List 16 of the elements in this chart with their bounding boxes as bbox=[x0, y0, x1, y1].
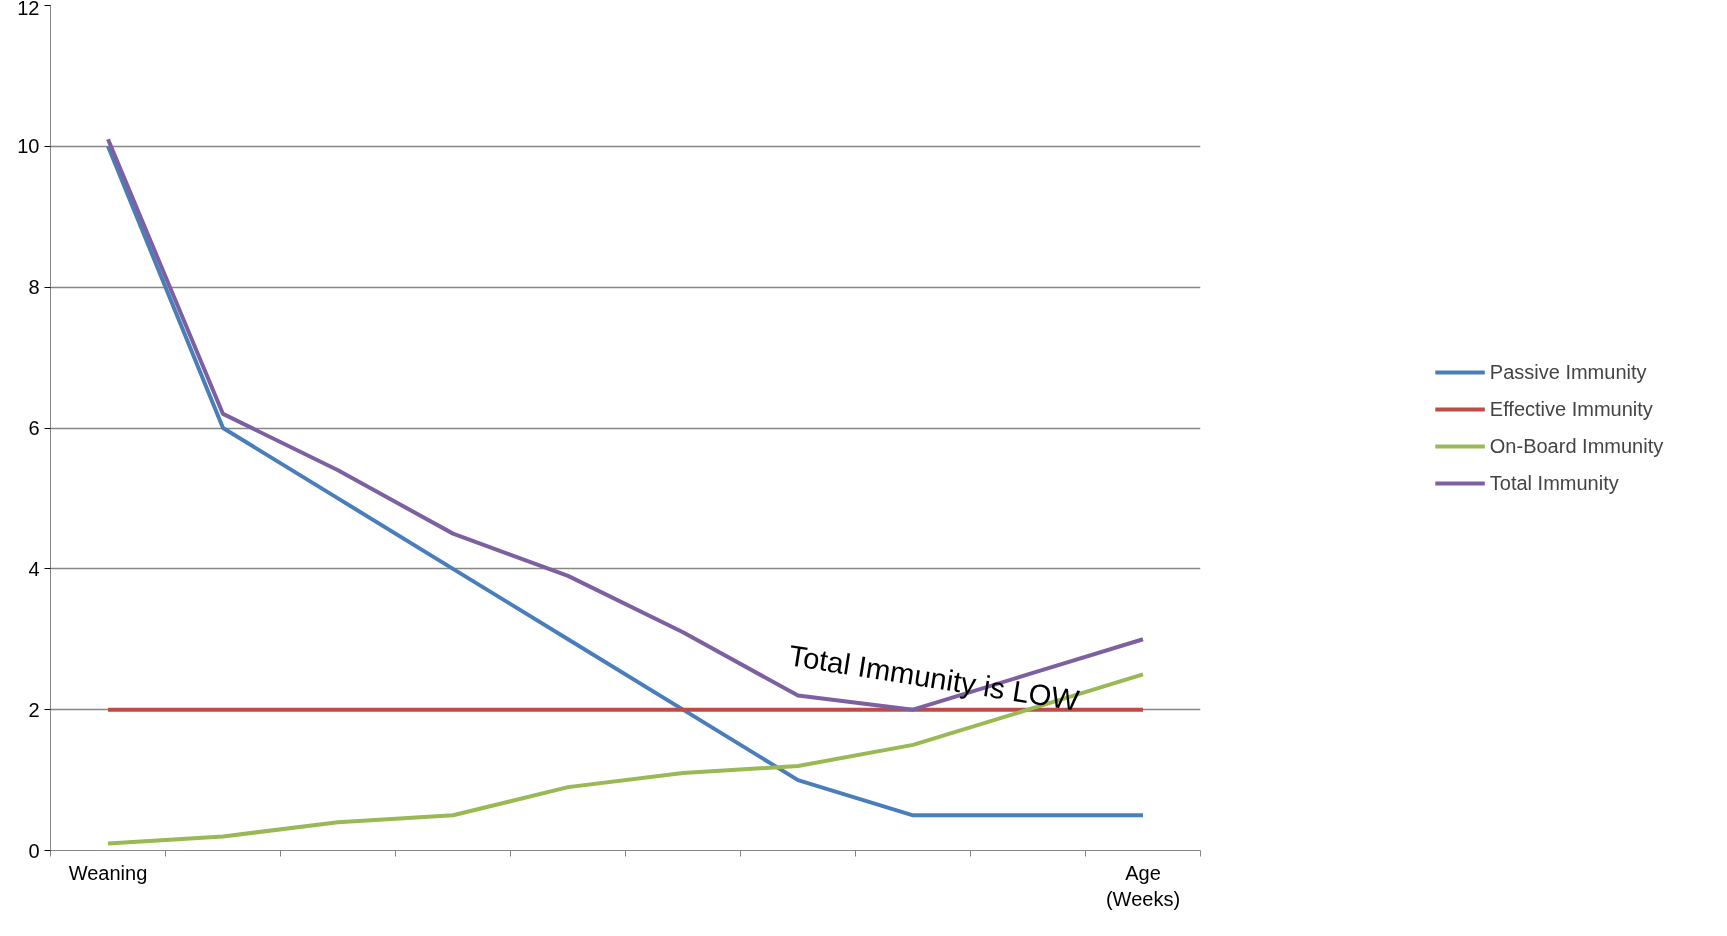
line-series bbox=[106, 144, 1145, 818]
y-tick-label: 12 bbox=[17, 0, 40, 19]
y-tick-label: 2 bbox=[28, 698, 40, 721]
line-series bbox=[106, 137, 1145, 712]
legend-label: On-Board Immunity bbox=[1489, 434, 1664, 458]
y-tick-label: 4 bbox=[28, 557, 40, 580]
legend-label: Passive Immunity bbox=[1489, 360, 1647, 384]
x-tick-label: Age (Weeks) bbox=[1105, 861, 1181, 910]
x-tick-label: Weaning bbox=[68, 861, 148, 884]
y-tick-label: 6 bbox=[28, 417, 40, 439]
legend-label: Effective Immunity bbox=[1489, 397, 1653, 421]
legend-label: Total Immunity bbox=[1489, 471, 1619, 495]
annotation: Total Immunity is LOW bbox=[786, 638, 1082, 717]
y-tick-label: 8 bbox=[28, 276, 40, 299]
y-tick-label: 0 bbox=[28, 839, 40, 862]
y-tick-label: 10 bbox=[17, 135, 40, 158]
